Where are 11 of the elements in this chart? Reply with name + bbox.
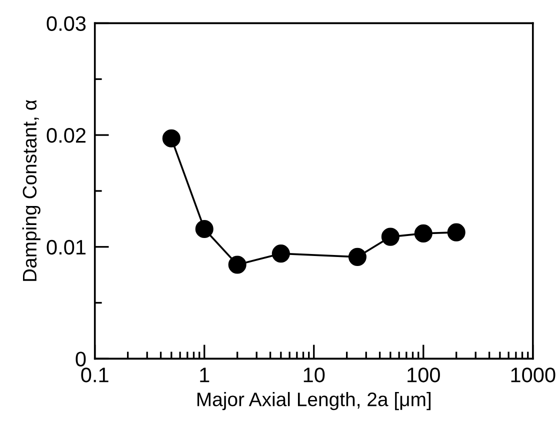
x-tick-label: 1000 [511, 368, 556, 382]
x-tick-label: 0.1 [81, 368, 108, 382]
x-tick-label: 1 [200, 368, 210, 382]
x-tick-label: 10 [304, 368, 325, 382]
x-tick-label: 100 [408, 368, 440, 382]
y-tick-label: 0.02 [46, 128, 86, 143]
y-tick-label: 0.01 [46, 240, 86, 255]
x-axis-title: Major Axial Length, 2a [μm] [197, 392, 431, 410]
y-tick-label: 0.03 [46, 16, 86, 31]
y-axis-title: Damping Constant, α [22, 100, 40, 281]
y-tick-label: 0 [76, 352, 86, 366]
